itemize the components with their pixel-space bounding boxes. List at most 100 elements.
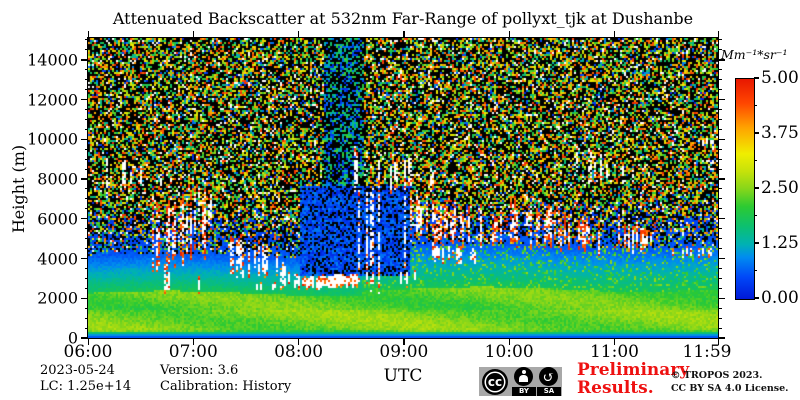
y-tick-minor	[84, 327, 88, 329]
colorbar-tick-major	[754, 77, 759, 79]
y-tick-minor	[84, 228, 88, 230]
y-tick-major	[81, 178, 88, 180]
plot-frame	[87, 37, 719, 339]
y-tick-major	[81, 98, 88, 101]
y-tick-major	[81, 337, 88, 339]
y-tick-major-right	[718, 337, 725, 339]
heatmap-canvas	[88, 38, 718, 338]
cc-sa-label: SA	[537, 387, 561, 396]
x-tick-label: 09:00	[379, 342, 429, 362]
y-tick-minor-right	[718, 277, 722, 279]
colorbar-tick-major	[754, 242, 759, 244]
x-tick-major-top	[508, 31, 511, 37]
y-tick-minor-right	[718, 327, 722, 329]
y-tick-label: 12000	[27, 90, 78, 110]
colorbar	[735, 78, 755, 300]
cc-sa-unit: ↺ SA	[537, 367, 561, 396]
x-tick-major-top	[613, 31, 616, 37]
y-tick-label: 14000	[27, 50, 78, 70]
x-tick-major	[717, 338, 719, 345]
y-tick-minor-right	[718, 228, 722, 230]
copyright-line1: © TROPOS 2023.	[671, 370, 763, 381]
y-tick-minor-right	[718, 267, 722, 269]
y-tick-minor	[84, 168, 88, 170]
x-tick-major	[87, 338, 89, 345]
cc-by-label: BY	[512, 387, 536, 396]
y-tick-minor-right	[718, 148, 722, 150]
y-tick-minor	[84, 109, 88, 111]
y-tick-major-right	[718, 297, 725, 299]
y-tick-minor	[84, 69, 88, 71]
colorbar-tick-label: 3.75	[761, 123, 799, 143]
y-tick-minor-right	[718, 49, 722, 51]
y-tick-minor	[84, 49, 88, 51]
y-tick-minor	[84, 39, 88, 41]
x-tick-major	[298, 338, 300, 345]
y-tick-minor-right	[718, 188, 722, 190]
x-tick-major	[403, 338, 405, 345]
y-axis-label: Height (m)	[9, 144, 28, 234]
x-tick-major	[508, 338, 511, 345]
y-tick-label: 10000	[27, 129, 78, 149]
y-tick-major-right	[718, 98, 725, 101]
x-tick-label: 10:00	[484, 342, 534, 362]
y-tick-minor-right	[718, 109, 722, 111]
colorbar-tick-label: 1.25	[761, 233, 799, 253]
x-tick-major	[613, 338, 616, 345]
y-tick-minor-right	[718, 158, 722, 160]
cc-logo-icon: cc	[482, 368, 508, 395]
y-tick-minor	[84, 208, 88, 210]
colorbar-unit-label: Mm⁻¹*sr⁻¹	[721, 47, 788, 62]
x-tick-label: 11:00	[589, 342, 639, 362]
y-tick-minor	[84, 248, 88, 250]
x-tick-label: 08:00	[274, 342, 324, 362]
colorbar-tick-major	[754, 132, 759, 134]
y-tick-major-right	[718, 178, 725, 180]
y-tick-minor-right	[718, 39, 722, 41]
y-tick-minor-right	[718, 118, 722, 120]
y-tick-minor-right	[718, 79, 722, 81]
cc-sa-arrow-icon: ↺	[539, 367, 558, 386]
colorbar-tick-minor	[754, 105, 757, 106]
y-tick-minor	[84, 287, 88, 289]
x-tick-major-top	[717, 31, 719, 37]
y-tick-minor-right	[718, 69, 722, 71]
copyright-line2: CC BY SA 4.0 License.	[671, 382, 789, 394]
y-tick-minor-right	[718, 89, 722, 91]
y-tick-minor	[84, 128, 88, 130]
cc-by-person-icon	[514, 367, 533, 386]
calibration-label: Calibration: History	[160, 379, 292, 394]
x-tick-label: 11:59	[682, 342, 732, 362]
y-tick-major-right	[718, 218, 725, 220]
y-tick-label: 6000	[37, 209, 78, 229]
date-label: 2023-05-24	[40, 363, 115, 378]
y-tick-minor-right	[718, 198, 722, 200]
colorbar-tick-label: 5.00	[761, 68, 799, 88]
y-tick-label: 2000	[37, 288, 78, 308]
y-tick-major	[81, 59, 88, 61]
y-tick-minor-right	[718, 168, 722, 170]
colorbar-tick-label: 0.00	[761, 288, 799, 308]
y-tick-minor	[84, 118, 88, 120]
y-tick-minor	[84, 317, 88, 319]
x-tick-major-top	[192, 31, 195, 37]
y-tick-minor	[84, 277, 88, 279]
preliminary-line2: Results.	[577, 378, 654, 398]
colorbar-tick-major	[754, 297, 759, 299]
x-tick-major-top	[87, 31, 89, 37]
y-tick-minor	[84, 89, 88, 91]
x-tick-major-top	[403, 31, 405, 37]
y-tick-major-right	[718, 257, 725, 260]
preliminary-line1: Preliminary	[577, 360, 690, 380]
y-tick-minor-right	[718, 287, 722, 289]
chart-title: Attenuated Backscatter at 532nm Far-Rang…	[112, 9, 694, 28]
y-tick-label: 8000	[37, 169, 78, 189]
x-axis-label: UTC	[383, 366, 423, 386]
cc-by-unit: BY	[512, 367, 536, 396]
y-tick-minor	[84, 198, 88, 200]
x-tick-label: 07:00	[168, 342, 218, 362]
y-tick-label: 0	[67, 328, 78, 348]
y-tick-minor	[84, 307, 88, 309]
y-tick-minor-right	[718, 238, 722, 240]
